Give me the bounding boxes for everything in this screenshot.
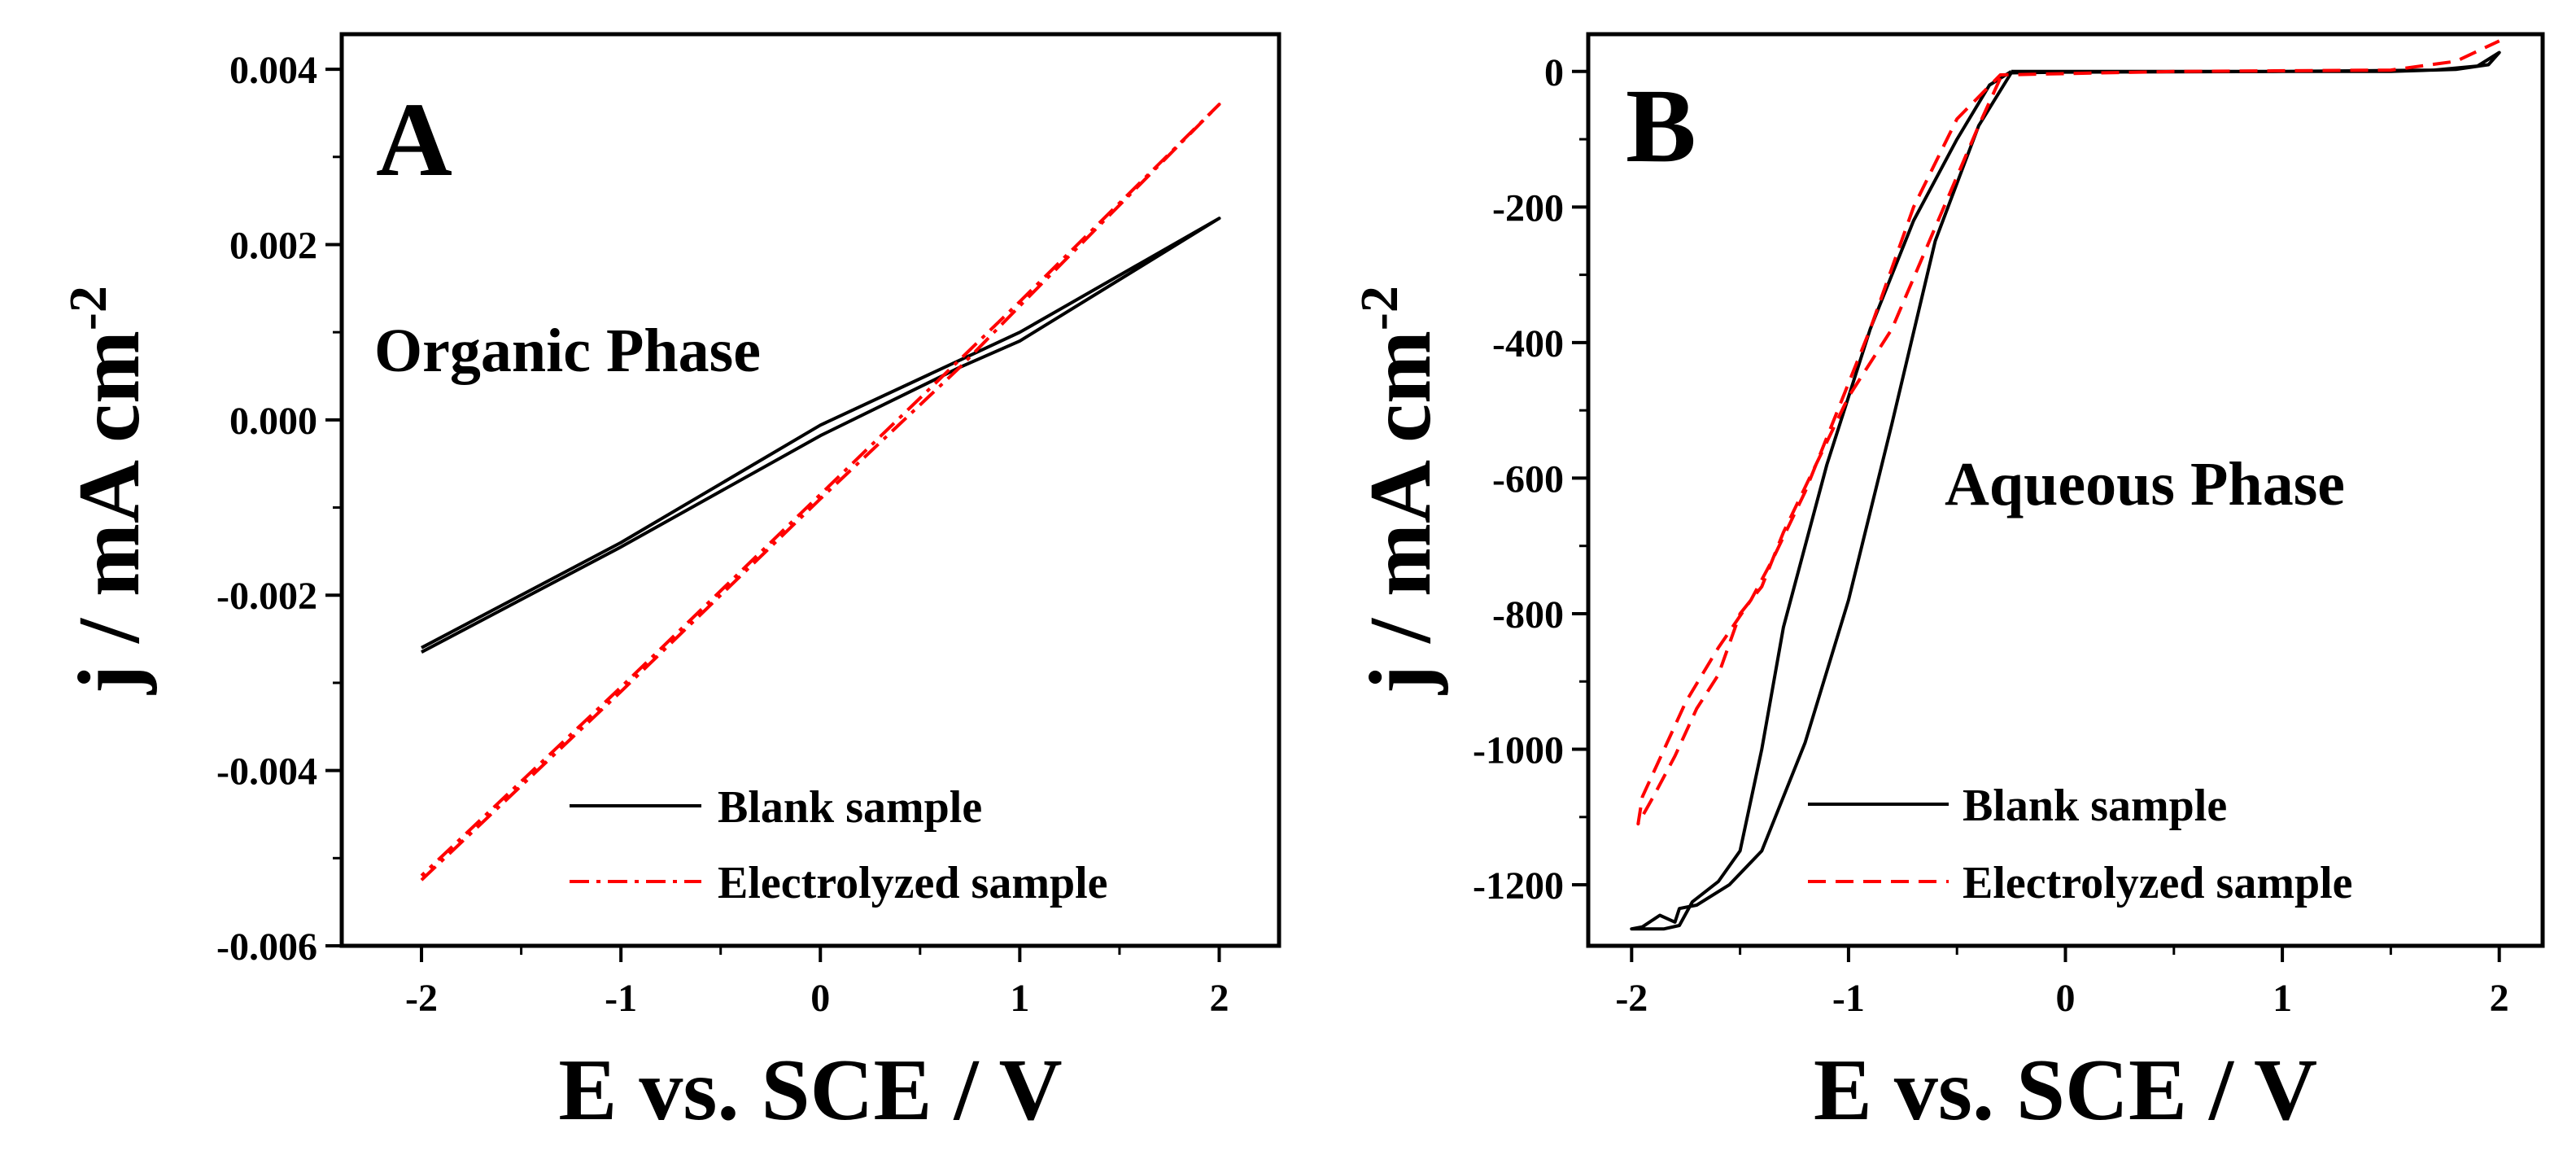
legend-label-b-1: Electrolyzed sample bbox=[1963, 858, 2353, 908]
y-tick-label-b-1: -1000 bbox=[1473, 729, 1564, 772]
panel-letter-a: A bbox=[376, 81, 452, 199]
y-tick-label-a-4: 0.002 bbox=[229, 224, 317, 267]
panel-b: -2 -1 0 1 2 -1200 -1000 -800 -600 -400 -200 0 E vs. … bbox=[1350, 32, 2545, 1139]
x-tick-label-b-1: -1 bbox=[1832, 977, 1865, 1020]
phase-annotation-b: Aqueous Phase bbox=[1945, 450, 2345, 518]
y-tick-label-b-3: -600 bbox=[1492, 457, 1564, 501]
legend-a: Blank sample Electrolyzed sample bbox=[570, 782, 1108, 908]
legend-label-a-0: Blank sample bbox=[718, 782, 982, 833]
x-tick-label-a-0: -2 bbox=[405, 977, 438, 1020]
panel-a: -2 -1 0 1 2 -0.006 -0.004 -0.002 0.000 0.002 0.004… bbox=[59, 32, 1281, 1139]
y-axis-title-b: j / mA cm-2 bbox=[1350, 286, 1449, 695]
x-tick-label-b-4: 2 bbox=[2490, 977, 2509, 1020]
y-tick-label-b-5: -200 bbox=[1492, 186, 1564, 230]
x-axis-title-a: E vs. SCE / V bbox=[558, 1042, 1062, 1139]
x-axis-a: -2 -1 0 1 2 bbox=[405, 946, 1229, 1020]
y-tick-label-a-1: -0.004 bbox=[216, 750, 317, 794]
y-tick-label-b-4: -400 bbox=[1492, 322, 1564, 365]
y-axis-title-exponent-a: -2 bbox=[59, 286, 118, 330]
panel-letter-b: B bbox=[1626, 68, 1696, 185]
legend-b: Blank sample Electrolyzed sample bbox=[1808, 781, 2353, 908]
y-tick-label-b-0: -1200 bbox=[1473, 864, 1564, 908]
x-axis-title-b: E vs. SCE / V bbox=[1814, 1042, 2317, 1139]
y-axis-title-exponent-b: -2 bbox=[1350, 286, 1409, 330]
x-tick-label-a-1: -1 bbox=[605, 977, 637, 1020]
y-axis-title-main-b: j / mA cm bbox=[1352, 330, 1449, 695]
series-group-b bbox=[1630, 39, 2501, 931]
y-axis-b: -1200 -1000 -800 -600 -400 -200 0 bbox=[1473, 51, 1588, 908]
legend-label-b-0: Blank sample bbox=[1963, 781, 2227, 831]
plot-frame-a bbox=[339, 32, 1281, 948]
series-line-b-electrolyzed bbox=[1636, 39, 2500, 826]
y-axis-title-a: j / mA cm-2 bbox=[59, 286, 158, 695]
y-axis-a: -0.006 -0.004 -0.002 0.000 0.002 0.004 bbox=[216, 49, 342, 969]
series-line-b-blank bbox=[1630, 50, 2501, 931]
y-axis-title-main-a: j / mA cm bbox=[61, 330, 158, 695]
x-tick-label-b-0: -2 bbox=[1615, 977, 1648, 1020]
x-tick-label-b-2: 0 bbox=[2056, 977, 2076, 1020]
y-tick-label-a-0: -0.006 bbox=[216, 925, 317, 969]
y-tick-label-a-5: 0.004 bbox=[229, 49, 317, 92]
x-tick-label-a-4: 2 bbox=[1209, 977, 1229, 1020]
y-tick-label-b-2: -800 bbox=[1492, 593, 1564, 637]
y-tick-label-a-2: -0.002 bbox=[216, 575, 317, 618]
y-tick-label-b-6: 0 bbox=[1544, 51, 1564, 94]
y-tick-label-a-3: 0.000 bbox=[229, 400, 317, 443]
legend-label-a-1: Electrolyzed sample bbox=[718, 858, 1108, 908]
x-tick-label-b-3: 1 bbox=[2273, 977, 2292, 1020]
x-tick-label-a-3: 1 bbox=[1010, 977, 1029, 1020]
series-line-a-blank bbox=[421, 217, 1221, 654]
phase-annotation-a: Organic Phase bbox=[374, 317, 761, 385]
x-axis-b: -2 -1 0 1 2 bbox=[1615, 946, 2509, 1020]
x-tick-label-a-2: 0 bbox=[810, 977, 830, 1020]
series-group-a bbox=[420, 103, 1221, 882]
series-line-a-electrolyzed bbox=[420, 103, 1221, 882]
